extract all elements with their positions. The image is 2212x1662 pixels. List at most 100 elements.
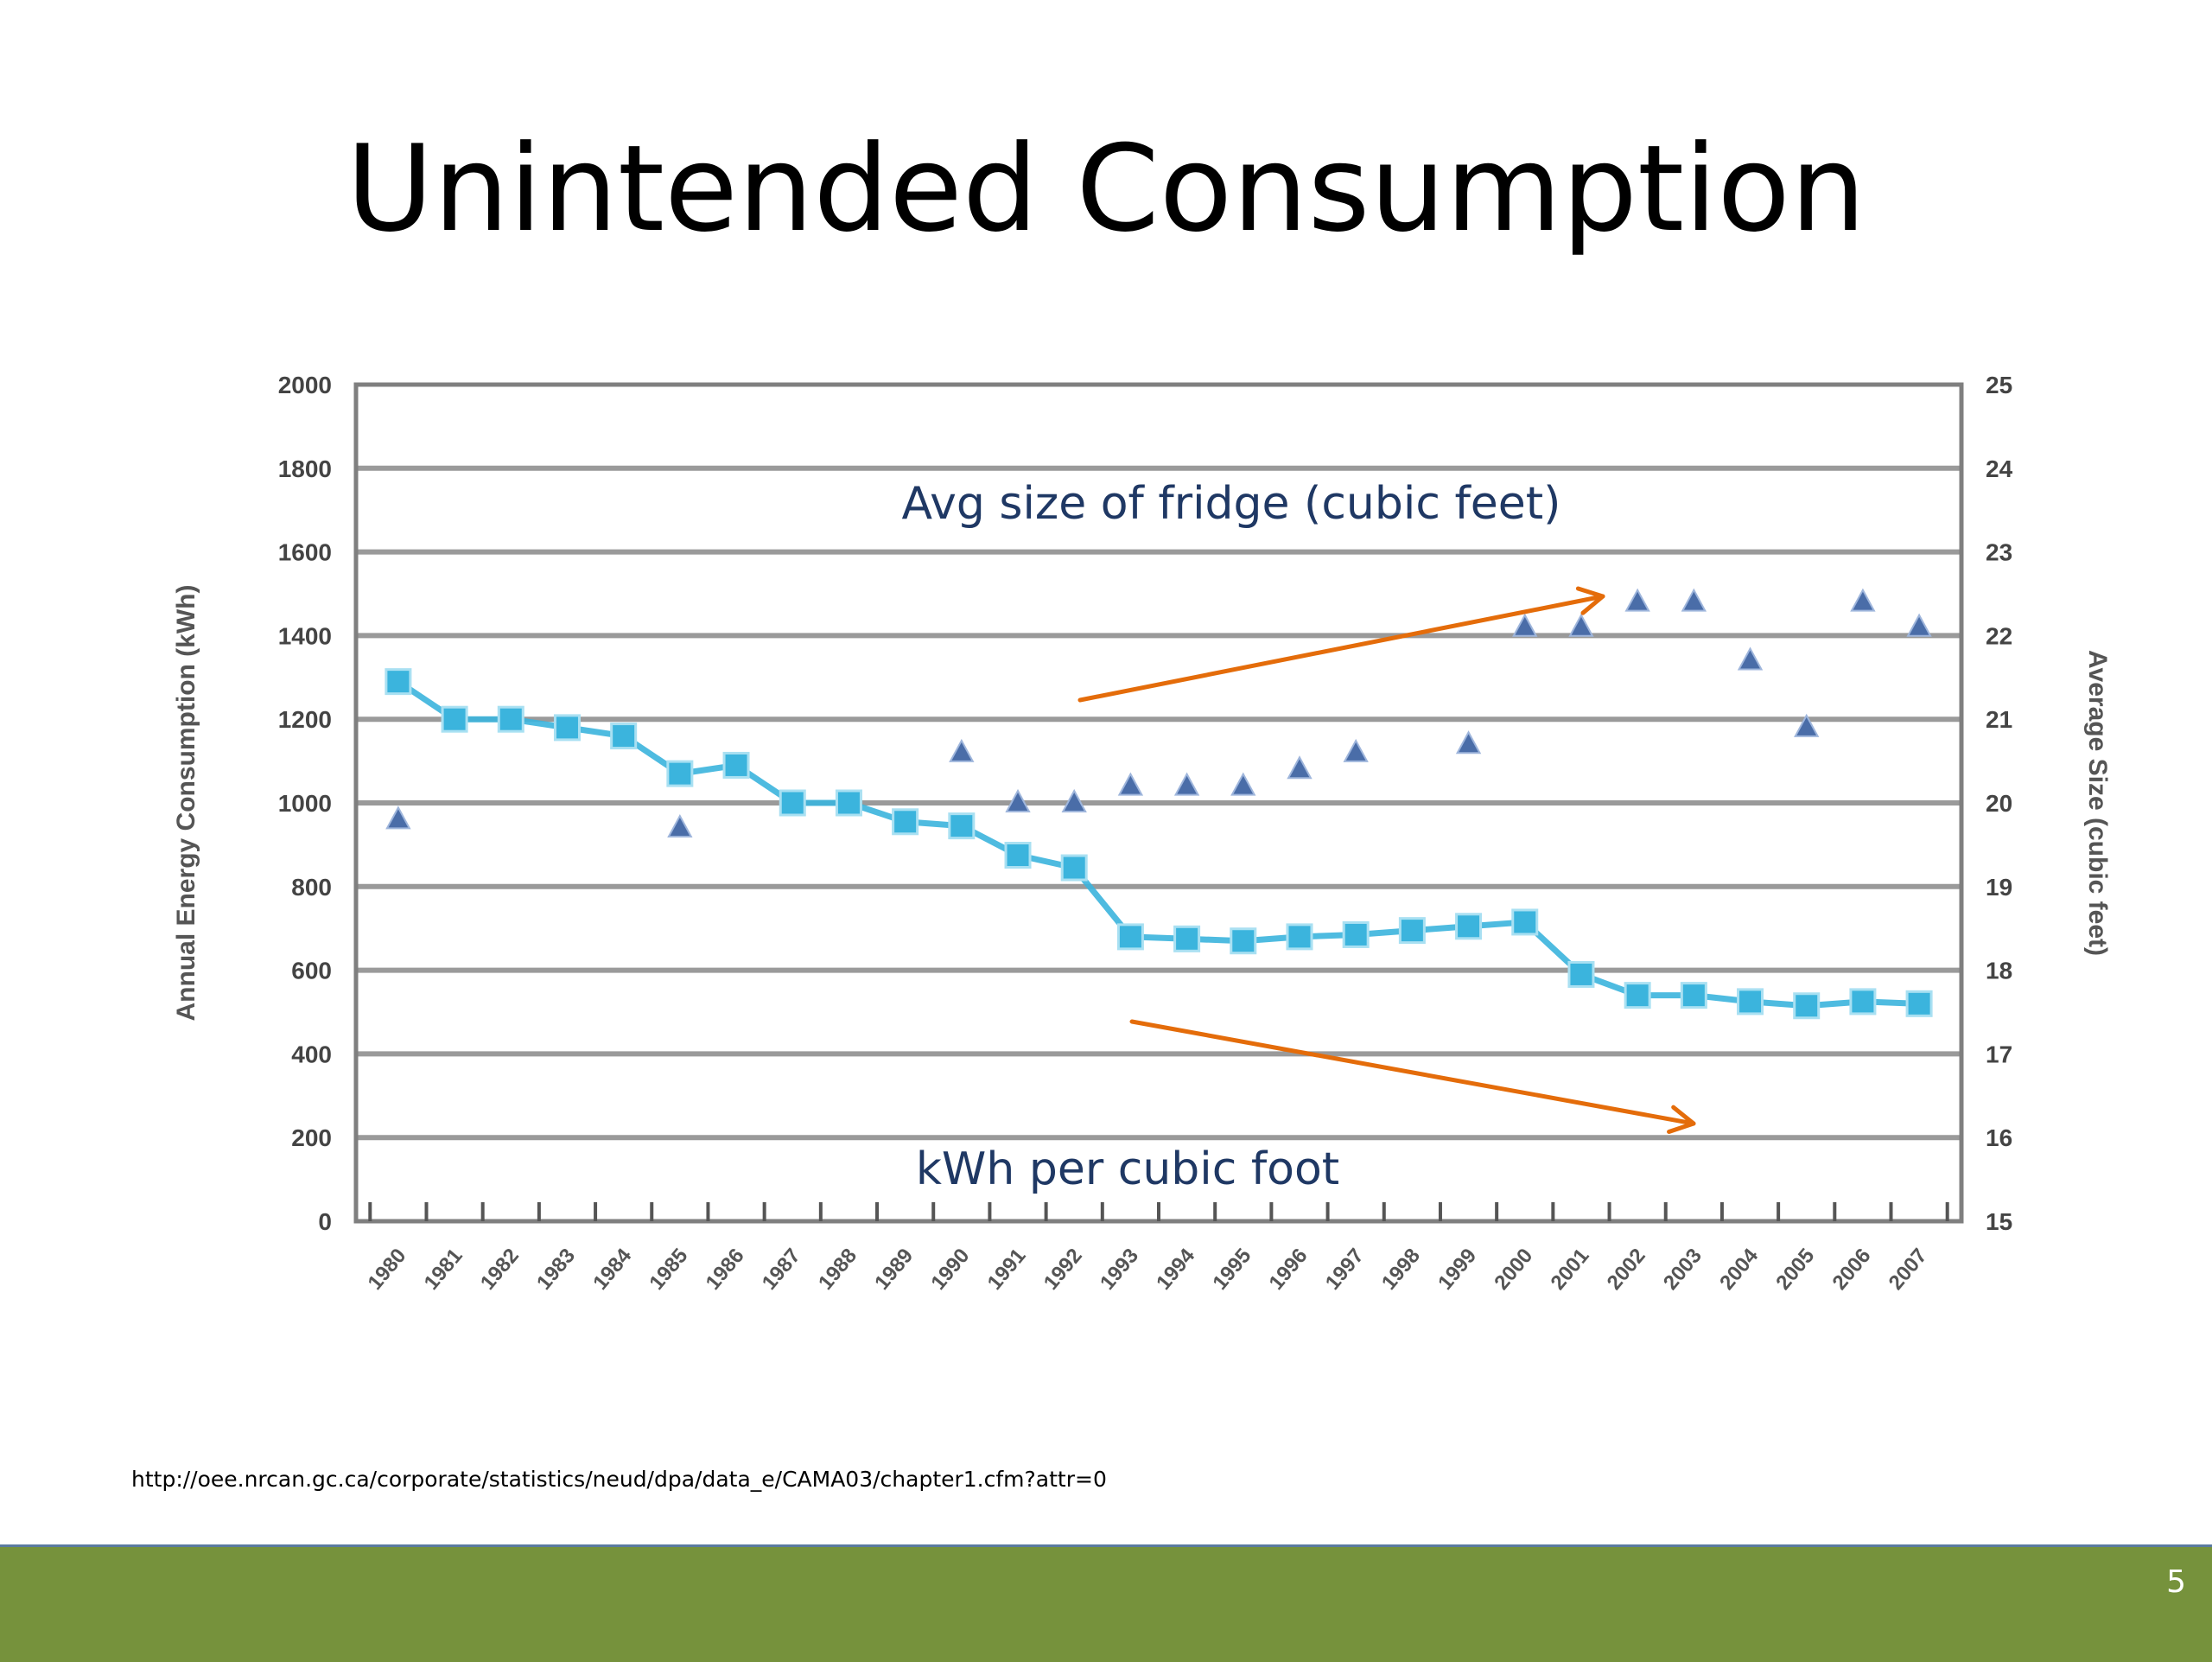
kwh-point [666,760,694,787]
size-point [1287,755,1313,780]
footer-bar [0,1544,2212,1662]
right-tick-label: 24 [1986,455,2013,482]
left-tick-label: 1600 [278,539,332,566]
size-point [1737,646,1764,671]
right-tick-label: 16 [1986,1124,2012,1151]
kwh-point [1004,842,1032,869]
arrow-up [1077,594,1605,703]
size-point [1173,772,1200,796]
x-tick-label: 2001 [1547,1245,1594,1295]
size-point [385,806,411,830]
kwh-point [553,714,581,742]
x-tick-label: 2000 [1490,1245,1537,1295]
x-tick-label: 1981 [420,1245,467,1295]
right-tick-label: 18 [1986,958,2012,984]
left-axis-ticks: 0 200 400 600 800 1000 1200 1400 1600 1800 2000 [278,372,332,1235]
dual-axis-chart: 0 200 400 600 800 1000 1200 1400 1600 1800 2000 15… [172,372,2112,1295]
kwh-line [396,678,1920,1009]
x-tick-label: 1985 [645,1245,692,1295]
size-point [1343,738,1369,762]
kwh-point [1905,990,1933,1017]
kwh-point [1286,923,1313,951]
kwh-point [722,751,750,779]
kwh-point [1680,982,1707,1009]
kwh-point [1230,927,1257,955]
x-tick-label: 1988 [814,1245,861,1295]
right-tick-label: 19 [1986,874,2012,901]
kwh-point [1849,988,1877,1016]
kwh-point [497,705,524,733]
x-tick-label: 2006 [1828,1245,1876,1295]
size-series [385,588,1932,838]
left-tick-label: 1200 [278,706,332,733]
right-tick-label: 21 [1986,706,2012,733]
kwh-point [1567,960,1595,988]
arrow-down [1129,1019,1696,1126]
left-tick-label: 800 [291,874,332,901]
x-tick-label: 1998 [1377,1245,1425,1295]
right-tick-label: 15 [1986,1208,2012,1235]
right-tick-label: 22 [1986,622,2012,649]
x-tick-label: 1993 [1096,1245,1143,1295]
annotation-fridge-size: Avg size of fridge (cubic feet) [902,478,1561,530]
size-point [1230,772,1256,796]
kwh-point [1511,908,1539,936]
kwh-point [1455,913,1483,940]
x-tick-label: 2003 [1659,1245,1707,1295]
arrow-up-head [1575,586,1605,615]
size-point [1005,788,1031,812]
x-tick-label: 1982 [476,1245,524,1295]
right-tick-label: 20 [1986,790,2012,817]
x-tick-label: 1997 [1321,1245,1369,1295]
trend-arrows [1077,586,1696,1134]
kwh-point [1793,992,1821,1020]
right-tick-label: 17 [1986,1041,2012,1067]
annotation-kwh-per-cubic-foot: kWh per cubic foot [916,1143,1339,1195]
kwh-point [610,723,638,750]
size-point [1568,613,1594,637]
x-tick-label: 1987 [758,1245,805,1295]
source-link[interactable]: http://oee.nrcan.gc.ca/corporate/statist… [131,1467,1107,1492]
x-tick-label: 2005 [1771,1245,1819,1295]
size-point [1624,588,1650,612]
x-tick-label: 2007 [1885,1245,1932,1295]
right-axis-label: Average Size (cubic feet) [2083,650,2112,956]
kwh-point [1116,923,1144,951]
left-tick-label: 1400 [278,622,332,649]
left-tick-label: 1800 [278,455,332,482]
x-tick-label: 1983 [532,1245,580,1295]
right-tick-label: 23 [1986,539,2012,566]
kwh-point [1173,925,1201,952]
kwh-point [1624,982,1651,1009]
x-tick-label: 1989 [870,1245,918,1295]
right-tick-label: 25 [1986,372,2012,398]
kwh-point [779,789,806,817]
x-axis-ticks: 1980 1981 1982 1983 1984 1985 1986 1987 1988 1989… [363,1202,1949,1295]
x-tick-label: 2002 [1603,1245,1650,1295]
x-tick-label: 1990 [926,1245,974,1295]
x-tick-label: 2004 [1715,1244,1763,1295]
size-point [1455,730,1482,755]
kwh-series [385,668,1933,1020]
kwh-point [385,668,412,696]
x-tick-label: 1994 [1152,1244,1199,1295]
gridlines [356,465,1961,1141]
kwh-point [1060,854,1088,882]
size-point [667,813,693,838]
x-tick-label: 1986 [702,1245,749,1295]
kwh-point [892,808,919,836]
x-tick-label: 1999 [1433,1245,1481,1295]
x-tick-label: 1991 [983,1245,1031,1295]
left-tick-label: 400 [291,1041,332,1067]
arrow-down-head [1667,1105,1696,1134]
x-tick-label: 1984 [588,1244,636,1295]
x-tick-label: 1996 [1265,1245,1313,1295]
size-point [1850,588,1876,612]
size-point [1906,613,1932,637]
kwh-point [1342,920,1370,948]
page-number: 5 [2166,1564,2186,1600]
kwh-point [1398,917,1426,945]
left-axis-label: Annual Energy Consumption (kWh) [172,585,200,1022]
size-point [1681,588,1707,612]
kwh-point [441,705,468,733]
